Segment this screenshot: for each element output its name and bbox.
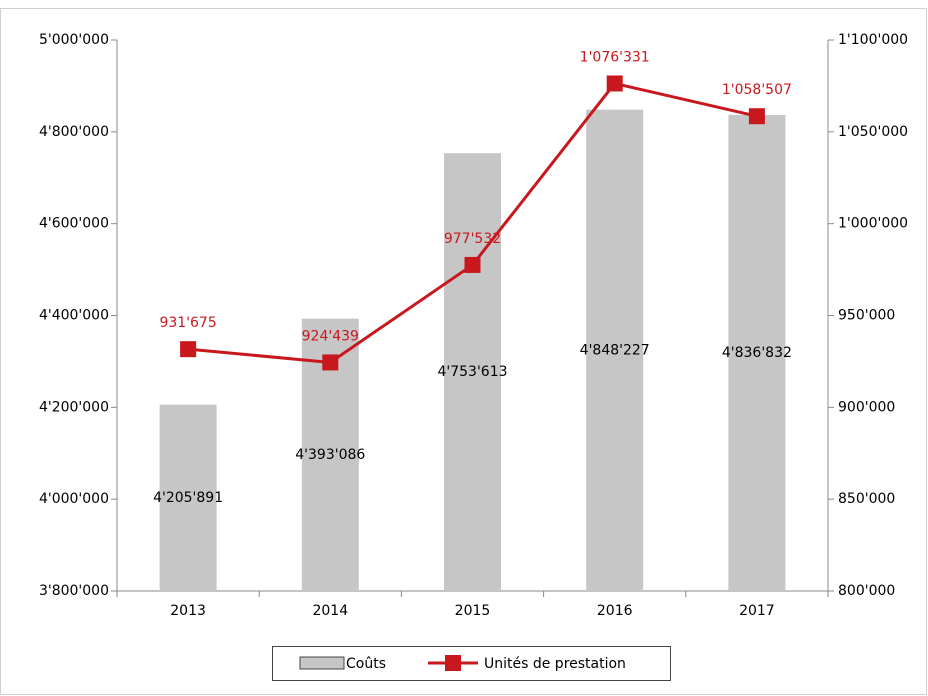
line-marker — [606, 75, 623, 92]
bar-value-label: 4'753'613 — [437, 364, 507, 380]
legend-label: Coûts — [346, 656, 386, 672]
y-tick-label: 4'800'000 — [39, 124, 109, 140]
bar-value-label: 4'836'832 — [722, 345, 792, 361]
line-value-label: 1'076'331 — [580, 49, 650, 65]
bar — [586, 109, 644, 592]
y-tick-label: 4'400'000 — [39, 308, 109, 324]
line-marker — [464, 256, 481, 273]
y-tick-label: 5'000'000 — [39, 32, 109, 48]
y2-tick-label: 900'000 — [838, 399, 895, 415]
line-marker — [322, 354, 339, 371]
y-tick-label: 3'800'000 — [39, 583, 109, 599]
bar — [159, 404, 217, 591]
legend-label: Unités de prestation — [484, 656, 626, 672]
line-marker — [180, 341, 197, 358]
line-value-label: 931'675 — [159, 315, 216, 331]
bar-value-label: 4'393'086 — [295, 447, 365, 463]
y-tick-label: 4'200'000 — [39, 399, 109, 415]
x-tick-label: 2015 — [455, 603, 491, 619]
bar-value-label: 4'848'227 — [580, 342, 650, 358]
y2-tick-label: 1'050'000 — [838, 124, 908, 140]
bar — [444, 153, 501, 591]
y2-tick-label: 850'000 — [838, 491, 895, 507]
x-tick-label: 2017 — [739, 603, 775, 619]
line-value-label: 924'439 — [302, 328, 359, 344]
y2-tick-label: 800'000 — [838, 583, 895, 599]
y2-tick-label: 950'000 — [838, 308, 895, 324]
y-tick-label: 4'600'000 — [39, 216, 109, 232]
chart-frame — [0, 8, 927, 695]
line-marker — [748, 108, 765, 125]
y2-tick-label: 1'000'000 — [838, 216, 908, 232]
bar — [728, 114, 786, 592]
x-tick-label: 2014 — [312, 603, 348, 619]
legend-swatch-marker — [445, 655, 461, 671]
y-tick-label: 4'000'000 — [39, 491, 109, 507]
x-tick-label: 2016 — [597, 603, 633, 619]
line-value-label: 1'058'507 — [722, 82, 792, 98]
y2-tick-label: 1'100'000 — [838, 32, 908, 48]
bar-value-label: 4'205'891 — [153, 490, 223, 506]
line-value-label: 977'532 — [444, 231, 501, 247]
x-tick-label: 2013 — [170, 603, 206, 619]
legend-swatch — [299, 656, 345, 670]
